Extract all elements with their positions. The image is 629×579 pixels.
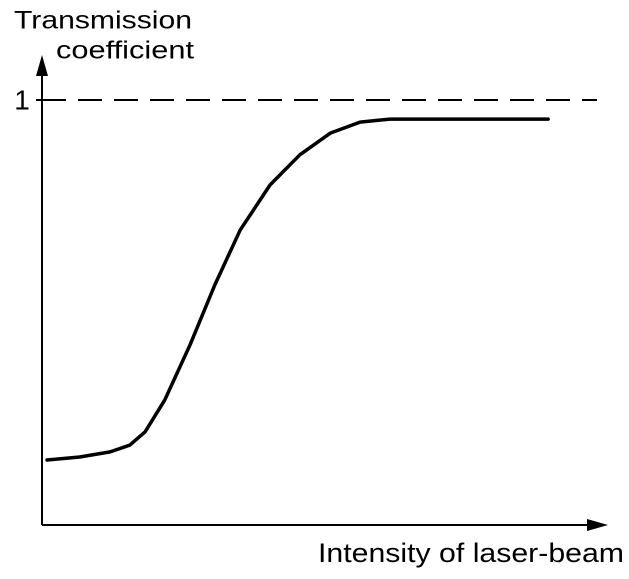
y-axis-label: Transmission xyxy=(14,7,192,35)
y-tick-label: 1 xyxy=(14,84,30,115)
y-axis-label: coefficient xyxy=(56,37,194,65)
y-axis-arrow xyxy=(36,55,48,76)
curve xyxy=(45,117,550,462)
x-axis-arrow xyxy=(587,519,608,531)
x-axis-label: Intensity of laser-beam xyxy=(318,538,624,568)
